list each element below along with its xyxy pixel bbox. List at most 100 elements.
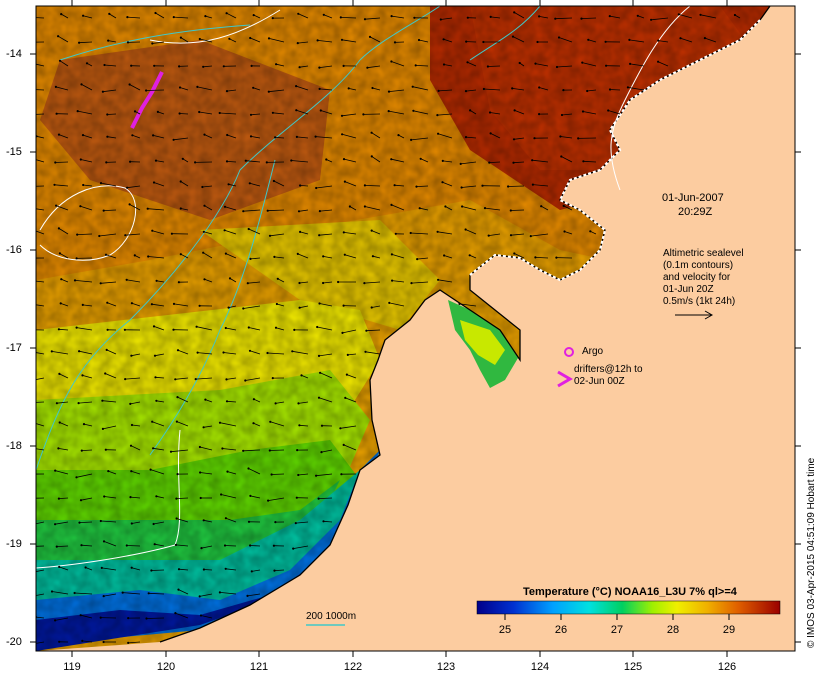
velocity-arrow-head [489, 15, 492, 18]
velocity-arrow [418, 39, 429, 43]
velocity-arrow-head [228, 37, 231, 40]
velocity-arrow-head [267, 499, 270, 502]
velocity-arrow [583, 160, 597, 163]
velocity-arrow-head [296, 42, 299, 45]
velocity-arrow-head [413, 16, 416, 19]
velocity-arrow-head [608, 15, 611, 18]
velocity-arrow [489, 112, 501, 115]
altimetry-line: Altimetric sealevel [663, 248, 744, 259]
velocity-arrow [253, 398, 261, 403]
velocity-arrow-head [489, 132, 492, 135]
land [36, 6, 795, 651]
argo-marker [564, 347, 574, 357]
velocity-arrow [318, 353, 333, 357]
velocity-arrow-head [78, 521, 81, 524]
lon-label: 125 [623, 661, 643, 673]
velocity-arrow [276, 303, 285, 307]
velocity-arrow-head [224, 567, 227, 570]
velocity-arrow [293, 545, 309, 549]
velocity-arrow-head [127, 617, 130, 620]
velocity-arrow-head [274, 402, 277, 405]
velocity-arrow-head [418, 207, 421, 210]
velocity-arrow-head [179, 207, 182, 210]
velocity-arrow [419, 207, 429, 211]
velocity-arrow [180, 253, 189, 259]
velocity-arrow-head [315, 474, 318, 477]
velocity-arrow-head [81, 374, 84, 377]
velocity-arrow-head [124, 234, 127, 237]
velocity-arrow-head [172, 16, 175, 19]
velocity-arrow [510, 233, 525, 236]
velocity-arrow-head [75, 326, 78, 329]
velocity-arrow-head [202, 251, 205, 254]
velocity-arrow-head [540, 205, 543, 208]
lon-label: 121 [249, 661, 269, 673]
velocity-arrow-head [464, 136, 468, 139]
velocity-arrow-head [363, 282, 366, 285]
velocity-arrow [102, 425, 117, 430]
velocity-arrow-head [218, 111, 221, 115]
velocity-arrow [146, 617, 165, 619]
velocity-arrow-head [225, 378, 228, 381]
velocity-arrow [201, 545, 213, 549]
velocity-arrow [317, 40, 333, 43]
velocity-arrow-head [133, 254, 136, 257]
velocity-arrow-head [415, 185, 418, 188]
velocity-arrow [228, 305, 237, 308]
velocity-arrow [173, 303, 189, 307]
velocity-arrow [243, 449, 261, 452]
altimetry-line: 01-Jun 20Z [663, 284, 714, 295]
velocity-arrow [59, 422, 69, 427]
velocity-arrow-head [293, 328, 296, 331]
velocity-arrow [271, 473, 285, 475]
velocity-arrow-head [483, 207, 487, 210]
velocity-arrow [59, 60, 69, 67]
velocity-arrow-head [154, 11, 157, 15]
velocity-arrow-head [58, 640, 61, 643]
velocity-arrow [129, 84, 141, 91]
velocity-arrow [298, 401, 309, 404]
velocity-arrow [391, 61, 405, 67]
velocity-arrow [438, 89, 453, 92]
velocity-arrow [318, 497, 333, 499]
velocity-arrow [222, 448, 237, 451]
velocity-arrow [223, 352, 237, 355]
velocity-arrow-head [275, 302, 278, 306]
velocity-arrow-head [152, 447, 155, 450]
velocity-arrow-head [26, 41, 28, 43]
velocity-arrow-head [388, 301, 391, 304]
velocity-arrow [61, 278, 69, 283]
velocity-arrow [465, 136, 477, 139]
velocity-arrow [199, 446, 213, 451]
colorbar-tick-label: 27 [610, 624, 624, 636]
velocity-arrow-head [108, 12, 111, 15]
velocity-arrow [59, 253, 69, 259]
velocity-arrow [371, 305, 381, 308]
velocity-arrow-head [218, 421, 222, 424]
drifter-note: drifters@12h to 02-Jun 00Z [574, 364, 643, 388]
velocity-arrow [82, 640, 93, 643]
velocity-arrow [55, 86, 69, 91]
velocity-arrow [153, 521, 165, 525]
velocity-arrow [200, 615, 213, 619]
velocity-arrow [417, 257, 429, 260]
velocity-arrow-head [250, 64, 253, 67]
velocity-arrow-head [507, 185, 510, 188]
velocity-arrow-head [441, 181, 444, 184]
velocity-arrow [513, 161, 525, 164]
velocity-arrow [175, 612, 189, 619]
velocity-arrow [36, 352, 45, 355]
velocity-arrow [224, 545, 237, 547]
velocity-arrow [323, 520, 333, 523]
velocity-arrow [274, 256, 285, 259]
velocity-arrow-head [300, 374, 303, 377]
velocity-arrow-head [317, 396, 321, 399]
velocity-arrow-head [437, 278, 440, 281]
velocity-arrow-head [464, 228, 467, 231]
velocity-arrow-head [179, 36, 182, 39]
velocity-arrow-head [223, 205, 227, 208]
map-frame [35, 5, 796, 652]
velocity-arrow [298, 209, 309, 212]
velocity-arrow-head [677, 13, 680, 16]
velocity-arrow-head [79, 205, 82, 208]
